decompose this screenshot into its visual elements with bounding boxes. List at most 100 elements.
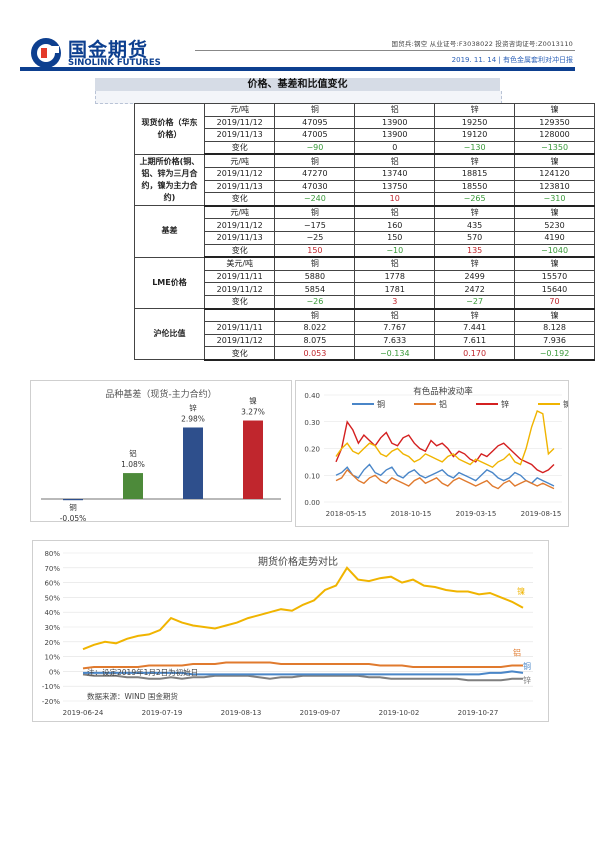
legend-label: 镍: [563, 399, 568, 409]
table-row: 上期所价格(铜、铝、锌为三月合约，镍为主力合约) 元/吨铜铝锌镍: [134, 153, 595, 207]
table-cell: 元/吨: [203, 153, 276, 168]
table-cell: 19250: [434, 115, 516, 130]
y-tick-label: -20%: [42, 698, 60, 706]
price-trend-chart: -20% -10% 0% 10% 20% 30% 40% 50% 60% 70% 80% 2019-0…: [32, 540, 549, 722]
table-group-label: 现货价格（华东价格）: [134, 103, 205, 155]
x-tick-label: 2019-07-19: [142, 709, 183, 717]
table-row: 变化 −240 10 −265 −310: [135, 192, 595, 207]
data-label: -0.05%: [60, 514, 87, 521]
table-cell: 18815: [434, 166, 516, 181]
table-row: 2019/11/12 5854 1781 2472 15640: [135, 282, 595, 296]
table-row: 2019/11/13 47005 13900 19120 128000: [135, 128, 595, 142]
table-cell: −26: [274, 294, 356, 310]
table-cell: 13740: [354, 166, 436, 181]
table-cell: −130: [434, 140, 516, 156]
table-cell: 变化: [203, 192, 276, 207]
table-cell: 2472: [434, 282, 516, 296]
y-tick-label: 0%: [49, 668, 60, 676]
x-tick-label: 2019-10-27: [458, 709, 499, 717]
table-cell: 7.936: [514, 333, 595, 348]
table-cell: −1040: [514, 243, 595, 259]
data-label: 3.27%: [241, 408, 265, 417]
table-cell: 镍: [514, 256, 595, 271]
logo-en-text: SINOLINK FUTURES: [68, 58, 161, 68]
table-cell: 570: [434, 230, 516, 245]
chart-bar: [183, 427, 203, 499]
table-row: 2019/11/12 −175 160 435 5230: [135, 218, 595, 232]
table-cell: 锌: [434, 153, 516, 168]
table-cell: 铝: [354, 103, 436, 117]
table-cell: 19120: [434, 128, 516, 142]
table-cell: −27: [434, 294, 516, 310]
table-cell: 150: [354, 230, 436, 245]
series-end-label: 镍: [517, 586, 525, 596]
table-row: LME价格 美元/吨铜铝锌镍: [134, 256, 595, 310]
x-tick-label: 2019-08-15: [521, 510, 562, 518]
table-cell: 铝: [354, 205, 436, 220]
table-cell: 2019/11/12: [203, 282, 276, 296]
report-date-title: 2019. 11. 14 | 有色金属套利对冲日报: [451, 56, 573, 64]
logo-icon: [31, 38, 61, 68]
y-tick-label: 60%: [44, 580, 60, 588]
series-end-label: 铝: [513, 647, 521, 657]
table-cell: −240: [274, 192, 356, 207]
logo-cn-text: 国金期货: [68, 39, 149, 61]
table-cell: 变化: [203, 243, 276, 259]
table-cell: 2019/11/13: [203, 128, 276, 142]
table-cell: 锌: [434, 256, 516, 271]
y-tick-label: 10%: [44, 654, 60, 662]
table-cell: 变化: [203, 294, 276, 310]
table-cell: −1350: [514, 140, 595, 156]
table-cell: 129350: [514, 115, 595, 130]
table-row: 变化 0.053 −0.134 0.170 −0.192: [135, 346, 595, 361]
table-cell: 铜: [274, 205, 356, 220]
header-rule: [195, 50, 575, 51]
table-row: 变化 −26 3 −27 70: [135, 294, 595, 310]
price-table: 现货价格（华东价格） 元/吨铜铝锌镍 2019/11/12 47095 13900 192…: [134, 103, 595, 361]
analyst-info: 国贸兵:钢空 从业证号:F3038022 投资咨询证号:Z0013110: [391, 40, 573, 48]
table-cell: 13750: [354, 179, 436, 194]
table-cell: 镍: [514, 103, 595, 117]
table-cell: 镍: [514, 307, 595, 323]
table-cell: 47095: [274, 115, 356, 130]
table-cell: 8.022: [274, 321, 356, 335]
table-cell: 1778: [354, 269, 436, 284]
volatility-chart: 0.00 0.10 0.20 0.30 0.40 2018-05-15 2018-10-15…: [295, 380, 571, 527]
x-tick-label: 2019-09-07: [300, 709, 341, 717]
table-cell: 锌: [434, 103, 516, 117]
table-cell: 15640: [514, 282, 595, 296]
basis-chart: 品种基差（现货-主力合约） -0.05% 铜 1.08% 铝 2.98% 锌 3.27% 镍: [30, 380, 292, 523]
table-cell: 13900: [354, 128, 436, 142]
table-cell: 5854: [274, 282, 356, 296]
series-end-label: 锌: [523, 675, 531, 685]
table-cell: 124120: [514, 166, 595, 181]
table-cell: 5880: [274, 269, 356, 284]
x-tick-label: 2019-03-15: [456, 510, 497, 518]
table-cell: 铜: [274, 153, 356, 168]
table-cell: 7.441: [434, 321, 516, 335]
table-cell: 镍: [514, 205, 595, 220]
table-cell: 铜: [274, 256, 356, 271]
table-cell: 铜: [274, 103, 356, 117]
series-line: [82, 661, 523, 670]
series-line: [335, 410, 555, 469]
section-title: 价格、基差和比值变化: [95, 78, 500, 91]
table-cell: 锌: [434, 307, 516, 323]
table-cell: 15570: [514, 269, 595, 284]
table-cell: 变化: [203, 346, 276, 361]
table-row: 变化 −90 0 −130 −1350: [135, 140, 595, 156]
table-cell: 123810: [514, 179, 595, 194]
category-label: 锌: [189, 402, 197, 412]
table-cell: −265: [434, 192, 516, 207]
table-cell: 0: [354, 140, 436, 156]
table-row: 现货价格（华东价格） 元/吨铜铝锌镍: [134, 103, 595, 155]
table-row: 2019/11/11 5880 1778 2499 15570: [135, 269, 595, 284]
table-cell: 铝: [354, 153, 436, 168]
data-label: 1.08%: [121, 460, 145, 469]
y-tick-label: 50%: [44, 594, 60, 602]
table-cell: 铝: [354, 256, 436, 271]
table-cell: 47005: [274, 128, 356, 142]
table-cell: 13900: [354, 115, 436, 130]
table-row: 2019/11/12 47095 13900 19250 129350: [135, 115, 595, 130]
x-tick-label: 2019-06-24: [63, 709, 104, 717]
